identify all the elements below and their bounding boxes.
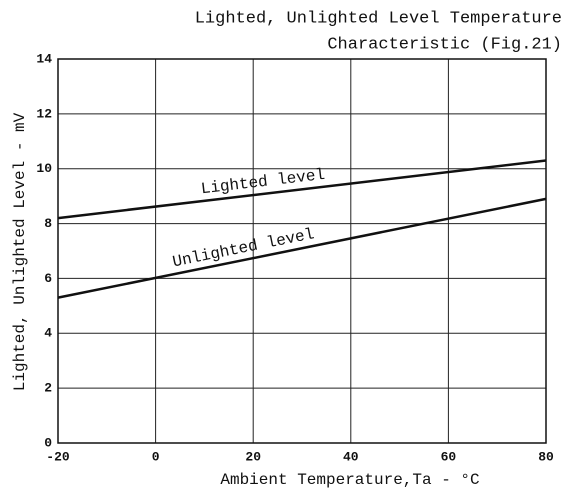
line — [57, 197, 547, 299]
y-tick-label: 14 — [36, 51, 52, 66]
y-tick-label: 0 — [44, 435, 52, 450]
x-tick-label: 20 — [245, 449, 261, 464]
y-tick-label: 8 — [44, 216, 52, 231]
x-axis-label: Ambient Temperature,Ta - °C — [220, 471, 479, 489]
line-label: Unlighted level — [171, 225, 316, 271]
x-tick-label: -20 — [46, 449, 70, 464]
x-tick-label: 0 — [152, 449, 160, 464]
y-tick-label: 4 — [44, 326, 52, 341]
chart-title: Lighted, Unlighted Level Temperature — [195, 9, 562, 28]
y-tick-label: 2 — [44, 381, 52, 396]
x-tick-label: 60 — [441, 449, 457, 464]
y-tick-label: 10 — [36, 161, 52, 176]
y-axis-label: Lighted, Unlighted Level - mV — [11, 112, 29, 391]
y-tick-label: 6 — [44, 271, 52, 286]
plot-frame — [57, 58, 547, 444]
x-tick-label: 80 — [538, 449, 554, 464]
x-tick-label: 40 — [343, 449, 359, 464]
y-tick-label: 12 — [36, 106, 52, 121]
line — [57, 159, 547, 220]
chart-title: Characteristic (Fig.21) — [327, 35, 562, 54]
